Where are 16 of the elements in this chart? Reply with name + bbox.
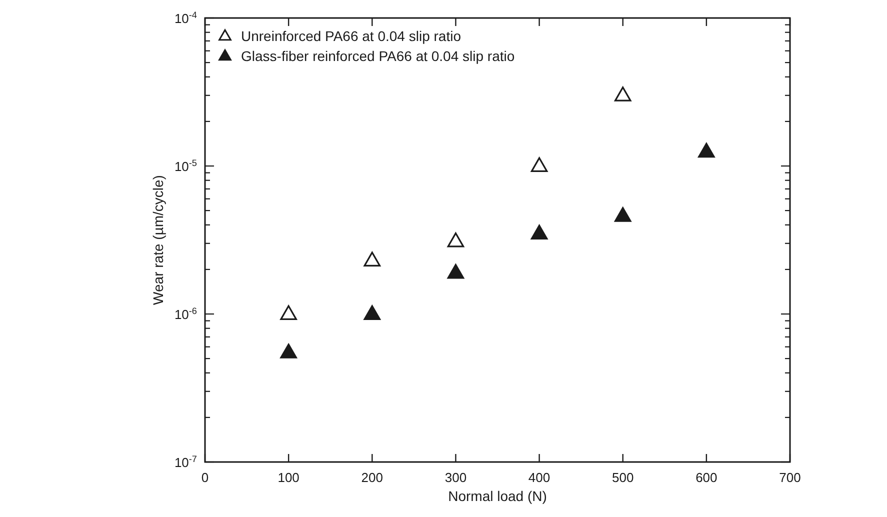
x-axis-title: Normal load (N) — [448, 488, 547, 504]
y-axis-title: Wear rate (µm/cycle) — [150, 175, 166, 305]
legend-label: Unreinforced PA66 at 0.04 slip ratio — [241, 28, 462, 44]
y-tick-label: 10$^{-7}$ — [174, 454, 197, 470]
y-tick-label: 10$^{-5}$ — [174, 158, 197, 174]
x-tick-label: 200 — [361, 470, 383, 485]
x-tick-label: 600 — [696, 470, 718, 485]
x-tick-label: 700 — [779, 470, 801, 485]
legend-label: Glass-fiber reinforced PA66 at 0.04 slip ratio — [241, 48, 515, 64]
x-tick-label: 500 — [612, 470, 634, 485]
x-tick-label: 400 — [528, 470, 550, 485]
x-tick-label: 0 — [201, 470, 209, 485]
y-tick-label: 10$^{-6}$ — [174, 306, 197, 322]
y-tick-label: 10$^{-4}$ — [174, 10, 197, 26]
x-tick-label: 100 — [278, 470, 300, 485]
x-tick-label: 300 — [444, 470, 467, 485]
